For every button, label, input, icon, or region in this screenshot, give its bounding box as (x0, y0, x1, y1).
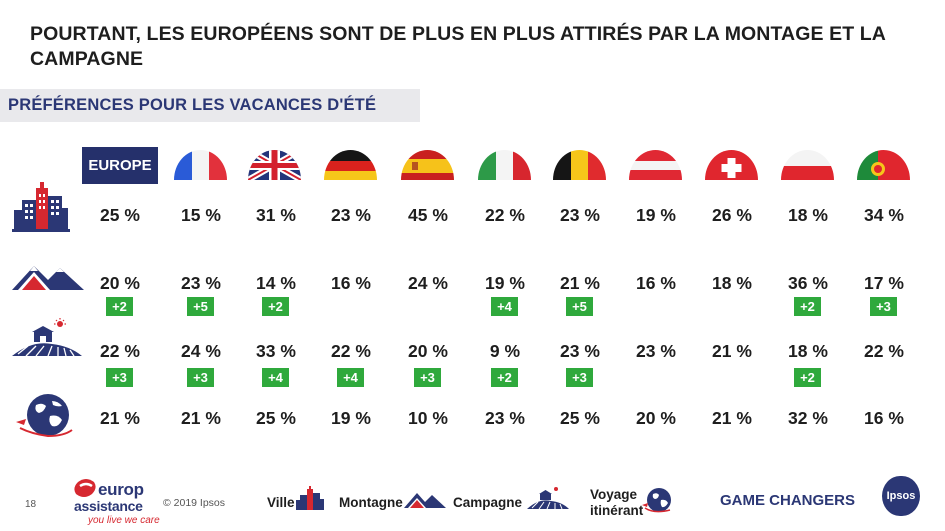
value-voyage-itinerant-4: 10 % (408, 408, 448, 428)
change-badge-montagne-2: +2 (262, 297, 289, 316)
flag-austria-icon (629, 150, 682, 180)
value-campagne-1: 24 % (181, 341, 221, 361)
value-ville-4: 45 % (408, 205, 448, 225)
value-voyage-itinerant-8: 21 % (712, 408, 752, 428)
legend-voyage-label-2: itinérant (590, 503, 644, 518)
flag-germany-icon (324, 150, 377, 180)
value-ville-7: 19 % (636, 205, 676, 225)
value-voyage-itinerant-10: 16 % (864, 408, 904, 428)
ipsos-logo: Ipsos (882, 476, 920, 516)
legend-countryside-icon (527, 487, 569, 510)
value-ville-2: 31 % (256, 205, 296, 225)
change-badge-campagne-9: +2 (794, 368, 821, 387)
flag-uk-icon (248, 150, 301, 180)
logo-text-europ: europ (98, 480, 144, 499)
flag-switzerland-icon (705, 150, 758, 180)
value-montagne-5: 19 % (485, 273, 525, 293)
value-voyage-itinerant-0: 21 % (100, 408, 140, 428)
mountain-icon (12, 266, 84, 290)
logo-text-assistance: assistance (74, 498, 143, 514)
legend-globe-icon (642, 488, 671, 513)
countryside-icon (12, 318, 82, 357)
value-campagne-2: 33 % (256, 341, 296, 361)
value-campagne-3: 22 % (331, 341, 371, 361)
flag-spain-icon (401, 150, 454, 180)
value-campagne-7: 23 % (636, 341, 676, 361)
change-badge-campagne-2: +4 (262, 368, 289, 387)
change-badge-montagne-0: +2 (106, 297, 133, 316)
value-montagne-1: 23 % (181, 273, 221, 293)
value-voyage-itinerant-5: 23 % (485, 408, 525, 428)
value-voyage-itinerant-2: 25 % (256, 408, 296, 428)
legend-voyage-label-1: Voyage (590, 487, 638, 502)
slide-title: POURTANT, LES EUROPÉENS SONT DE PLUS EN … (30, 23, 886, 70)
legend-ville-label: Ville (267, 495, 295, 510)
flag-portugal-icon (857, 150, 910, 180)
value-campagne-6: 23 % (560, 341, 600, 361)
change-badge-campagne-3: +4 (337, 368, 364, 387)
value-montagne-2: 14 % (256, 273, 296, 293)
value-montagne-0: 20 % (100, 273, 140, 293)
change-badge-montagne-6: +5 (566, 297, 593, 316)
change-badge-campagne-6: +3 (566, 368, 593, 387)
copyright: © 2019 Ipsos (163, 497, 226, 509)
logo-tagline: you live we care (88, 515, 160, 526)
value-montagne-4: 24 % (408, 273, 448, 293)
game-changers-label: GAME CHANGERS (720, 492, 856, 509)
slide-subtitle: PRÉFÉRENCES POUR LES VACANCES D'ÉTÉ (8, 96, 377, 114)
value-montagne-3: 16 % (331, 273, 371, 293)
change-badge-campagne-4: +3 (414, 368, 441, 387)
flag-italy-icon (478, 150, 531, 180)
value-voyage-itinerant-3: 19 % (331, 408, 371, 428)
value-montagne-9: 36 % (788, 273, 828, 293)
change-badge-campagne-1: +3 (187, 368, 214, 387)
city-icon (12, 182, 70, 232)
value-campagne-0: 22 % (100, 341, 140, 361)
value-campagne-8: 21 % (712, 341, 752, 361)
legend-city-icon (296, 486, 324, 510)
value-montagne-6: 21 % (560, 273, 600, 293)
europ-assistance-logo-icon (74, 479, 96, 497)
page-number: 18 (25, 499, 37, 510)
flag-poland-icon (781, 150, 834, 180)
value-voyage-itinerant-6: 25 % (560, 408, 600, 428)
value-ville-6: 23 % (560, 205, 600, 225)
change-badge-montagne-9: +2 (794, 297, 821, 316)
globe-plane-icon (16, 394, 73, 438)
legend-mountain-icon (404, 493, 446, 508)
change-badge-campagne-0: +3 (106, 368, 133, 387)
legend-campagne-label: Campagne (453, 495, 523, 510)
value-ville-3: 23 % (331, 205, 371, 225)
value-montagne-7: 16 % (636, 273, 676, 293)
value-campagne-5: 9 % (489, 341, 521, 361)
flag-belgium-icon (553, 150, 606, 180)
change-badge-montagne-1: +5 (187, 297, 214, 316)
value-montagne-10: 17 % (864, 273, 904, 293)
value-ville-1: 15 % (181, 205, 221, 225)
change-badge-montagne-10: +3 (870, 297, 897, 316)
value-campagne-9: 18 % (788, 341, 828, 361)
value-ville-0: 25 % (100, 205, 140, 225)
europe-header: EUROPE (82, 147, 158, 184)
value-ville-9: 18 % (788, 205, 828, 225)
value-voyage-itinerant-1: 21 % (181, 408, 221, 428)
value-campagne-4: 20 % (408, 341, 448, 361)
value-ville-10: 34 % (864, 205, 904, 225)
value-ville-5: 22 % (485, 205, 525, 225)
value-campagne-10: 22 % (864, 341, 904, 361)
change-badge-campagne-5: +2 (491, 368, 518, 387)
value-voyage-itinerant-9: 32 % (788, 408, 828, 428)
change-badge-montagne-5: +4 (491, 297, 518, 316)
legend-montagne-label: Montagne (339, 495, 403, 510)
flag-france-icon (174, 150, 227, 180)
value-montagne-8: 18 % (712, 273, 752, 293)
subtitle-band (0, 89, 420, 122)
value-ville-8: 26 % (712, 205, 752, 225)
value-voyage-itinerant-7: 20 % (636, 408, 676, 428)
